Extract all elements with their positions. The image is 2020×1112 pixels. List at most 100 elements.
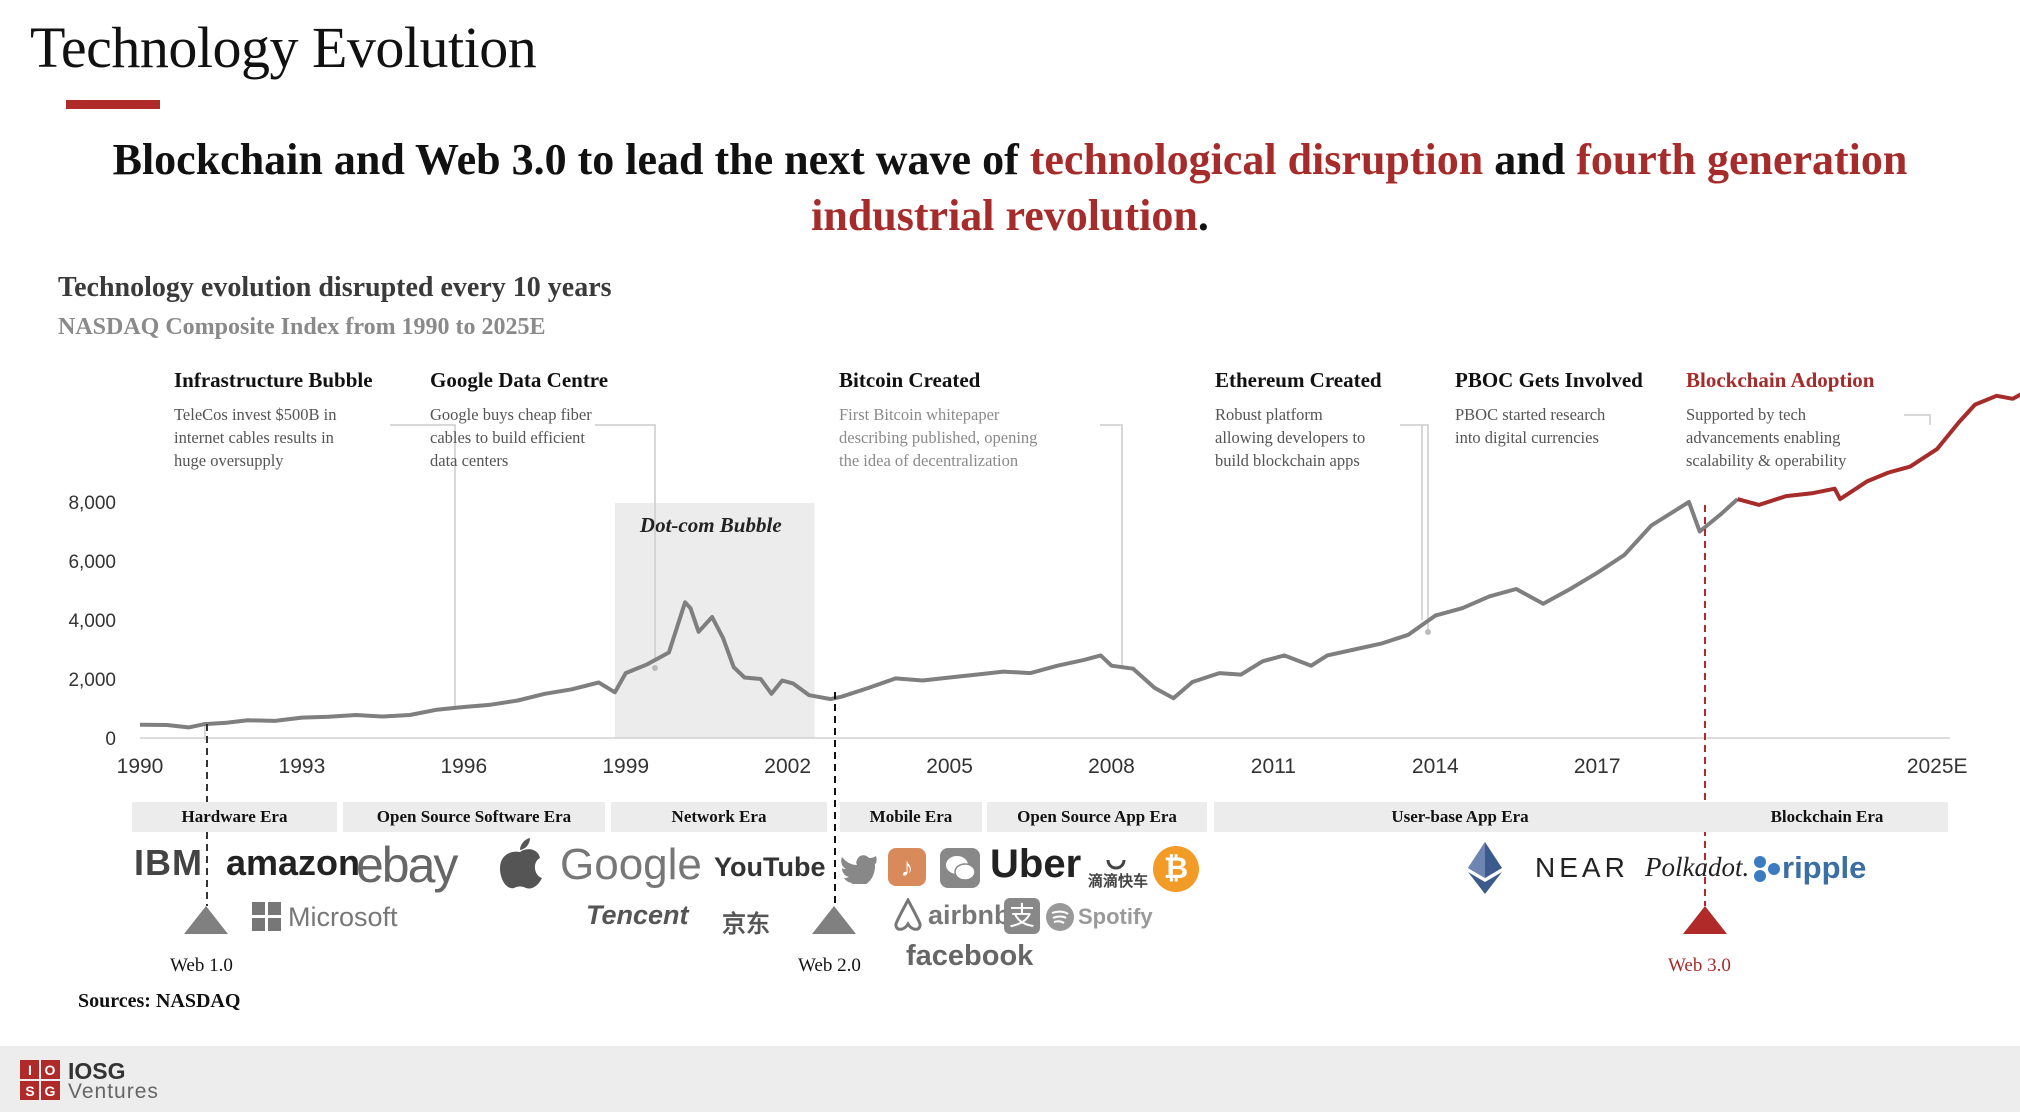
amazon-logo: amazon [226, 842, 361, 883]
iosg-logo-icon: I O S G [20, 1060, 60, 1100]
jd-logo: 京东 [722, 911, 770, 938]
tencent-logo: Tencent [586, 900, 689, 930]
google-logo: Google [560, 840, 702, 889]
headline-part2: and [1483, 135, 1577, 184]
era-open-source-app: Open Source App Era [987, 802, 1207, 832]
annotation-body: TeleCos invest $500B in internet cables … [174, 405, 337, 470]
y-tick-label: 4,000 [68, 611, 116, 632]
era-mobile: Mobile Era [840, 802, 982, 832]
didi-icon [1106, 859, 1126, 870]
footer-bar [0, 1046, 2020, 1112]
x-tick-label: 2011 [1251, 755, 1296, 778]
headline-highlight1: technological disruption [1029, 135, 1484, 184]
wechat-logo-icon [940, 848, 980, 888]
alipay-logo: 支 [1004, 898, 1040, 934]
era-hardware: Hardware Era [132, 802, 337, 832]
annotation-heading: Ethereum Created [1215, 368, 1382, 392]
annotation-heading: Infrastructure Bubble [174, 368, 373, 392]
youtube-logo: YouTube [714, 852, 826, 882]
era-open-source-software: Open Source Software Era [343, 802, 605, 832]
x-tick-label: 2014 [1412, 755, 1459, 778]
annotation-blockchain-adoption: Blockchain Adoption Supported by tech ad… [1686, 368, 1874, 472]
didi-logo: 滴滴快车 [1088, 873, 1149, 890]
facebook-logo: facebook [906, 940, 1034, 972]
web3-label: Web 3.0 [1668, 955, 1731, 976]
spotify-logo-icon [1046, 903, 1074, 931]
microsoft-logo-icon [252, 902, 281, 931]
annotation-leader-line [1100, 424, 1123, 668]
polkadot-logo: Polkadot. [1645, 852, 1750, 882]
annotation-leader-line [1904, 414, 1931, 425]
nasdaq-history-line [139, 497, 1739, 730]
annotation-body: Google buys cheap fiber cables to build … [430, 405, 592, 470]
annotation-ethereum-created: Ethereum Created Robust platform allowin… [1215, 368, 1382, 472]
ethereum-logo-icon [1468, 842, 1502, 894]
annotation-heading: PBOC Gets Involved [1455, 368, 1643, 392]
era-blockchain: Blockchain Era [1706, 802, 1948, 832]
page-title: Technology Evolution [30, 15, 537, 80]
web3-marker-icon [1683, 906, 1727, 934]
ibm-logo: IBM [134, 842, 203, 883]
x-tick-label: 2002 [764, 755, 811, 778]
annotation-heading: Google Data Centre [430, 368, 609, 392]
twitter-logo-icon [841, 855, 877, 884]
x-tick-label: 1996 [440, 755, 487, 778]
web1-marker-icon [184, 906, 228, 934]
spotify-logo: Spotify [1078, 904, 1153, 929]
footer-brand-sub: Ventures [68, 1080, 159, 1103]
ebay-logo: ebay [356, 837, 458, 893]
annotation-leader-line [595, 424, 656, 660]
annotation-body: First Bitcoin whitepaper describing publ… [839, 405, 1038, 470]
annotation-dot [652, 665, 658, 671]
y-tick-label: 8,000 [68, 493, 116, 514]
airbnb-logo-icon [894, 898, 922, 931]
footer-brand: IOSG [68, 1058, 126, 1084]
annotation-infrastructure-bubble: Infrastructure Bubble TeleCos invest $50… [174, 368, 373, 472]
title-underline [66, 100, 160, 109]
logo-letter-o: O [45, 1062, 56, 1078]
airbnb-logo: airbnb [928, 900, 1011, 930]
annotation-heading: Blockchain Adoption [1686, 368, 1875, 392]
bitcoin-logo: ₿ [1153, 846, 1199, 892]
annotation-body: PBOC started research into digital curre… [1455, 405, 1606, 447]
annotation-heading: Bitcoin Created [839, 368, 981, 392]
annotation-pboc-gets-involved: PBOC Gets Involved PBOC started research… [1455, 368, 1643, 449]
web2-label: Web 2.0 [798, 955, 861, 976]
x-tick-label: 2005 [926, 755, 973, 778]
x-tick-label: 1999 [602, 755, 649, 778]
nasdaq-chart: Dot-com Bubble 0 2,000 4,000 6,000 8,000 1990 1… [68, 392, 2020, 906]
chart-title: Technology evolution disrupted every 10 … [58, 272, 612, 303]
annotation-body: Robust platform allowing developers to b… [1215, 405, 1366, 470]
y-tick-label: 6,000 [68, 552, 116, 573]
apple-logo-icon [500, 838, 542, 889]
headline-highlight2: fourth generation industrial revolution [811, 135, 1908, 240]
annotation-google-data-centre: Google Data Centre Google buys cheap fib… [430, 368, 608, 472]
ripple-logo: ripple [1782, 850, 1867, 885]
era-network: Network Era [611, 802, 827, 832]
near-logo: NEAR [1535, 852, 1629, 883]
web2-marker-icon [812, 906, 856, 934]
chart-subtitle: NASDAQ Composite Index from 1990 to 2025… [58, 314, 546, 340]
tiktok-logo: ♪ [888, 848, 926, 886]
x-tick-label: 1990 [117, 755, 164, 778]
ripple-logo-icon [1754, 856, 1780, 882]
annotation-dot [1425, 629, 1431, 635]
web1-label: Web 1.0 [170, 955, 233, 976]
annotation-leader-line [390, 424, 456, 706]
headline-part1: Blockchain and Web 3.0 to lead the next … [112, 135, 1030, 184]
dotcom-bubble-label: Dot-com Bubble [639, 513, 782, 537]
annotation-bitcoin-created: Bitcoin Created First Bitcoin whitepaper… [839, 368, 1037, 472]
sources-note: Sources: NASDAQ [78, 990, 241, 1012]
x-tick-label: 2008 [1088, 755, 1135, 778]
headline: Blockchain and Web 3.0 to lead the next … [40, 132, 1980, 244]
era-user-base-app: User-base App Era [1214, 802, 1706, 832]
annotation-leader-line [1400, 424, 1429, 630]
headline-part3: . [1197, 191, 1209, 240]
uber-logo: Uber [990, 842, 1082, 886]
annotation-body: Supported by tech advancements enabling … [1686, 405, 1847, 470]
nasdaq-projection-line [1736, 392, 2020, 507]
x-tick-label: 2017 [1574, 755, 1621, 778]
logo-letter-i: I [28, 1062, 32, 1078]
microsoft-logo: Microsoft [288, 902, 398, 932]
y-tick-label: 0 [105, 729, 116, 750]
